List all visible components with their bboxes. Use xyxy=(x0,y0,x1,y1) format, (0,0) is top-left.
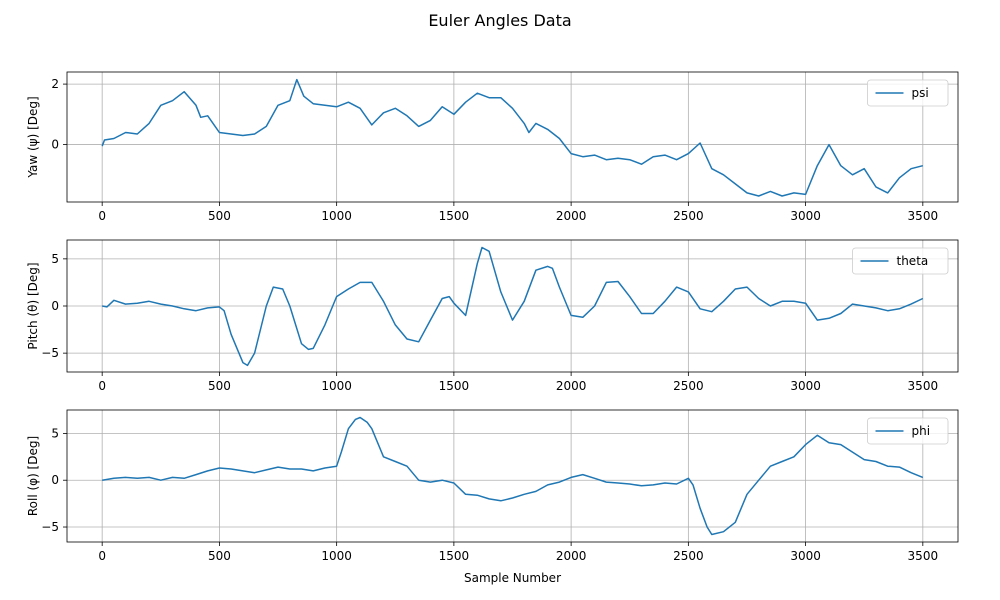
yaw-xtick-label-7: 3500 xyxy=(908,209,939,223)
pitch-ytick-label-1: 0 xyxy=(51,299,59,313)
yaw-ylabel: Yaw (ψ) [Deg] xyxy=(26,96,40,178)
roll-ylabel: Roll (φ) [Deg] xyxy=(26,436,40,516)
roll-subplot: 0 500 1000 1500 2000 2500 3000 3500 −5 0 5 Roll (φ)… xyxy=(26,409,959,585)
pitch-subplot: 0 500 1000 1500 2000 2500 3000 3500 −5 0 5 Pitch (θ… xyxy=(26,239,959,393)
roll-ytick-label-2: 5 xyxy=(51,426,59,440)
roll-xtick-label-2: 1000 xyxy=(321,549,352,563)
pitch-xtick-label-3: 1500 xyxy=(439,379,470,393)
roll-xtick-label-5: 2500 xyxy=(673,549,704,563)
yaw-ytick-label-0: 0 xyxy=(51,138,59,152)
pitch-xtick-label-6: 3000 xyxy=(790,379,821,393)
pitch-legend-box xyxy=(852,247,949,275)
yaw-subplot: 0 500 1000 1500 2000 2500 3000 3500 0 2 Yaw (ψ) [D… xyxy=(26,71,959,223)
yaw-xtick-label-2: 1000 xyxy=(321,209,352,223)
yaw-legend-box xyxy=(867,79,949,107)
pitch-legend-label: theta xyxy=(897,254,929,268)
yaw-xtick-label-3: 1500 xyxy=(439,209,470,223)
pitch-series-theta-line xyxy=(102,246,924,367)
roll-xtick-label-7: 3500 xyxy=(908,549,939,563)
pitch-ytick-label-2: 5 xyxy=(51,252,59,266)
pitch-ytick-label-0: −5 xyxy=(41,346,59,360)
roll-xtick-label-3: 1500 xyxy=(439,549,470,563)
roll-legend-label: phi xyxy=(912,424,931,438)
pitch-xtick-label-7: 3500 xyxy=(908,379,939,393)
roll-xtick-label-1: 500 xyxy=(208,549,231,563)
roll-xtick-label-6: 3000 xyxy=(790,549,821,563)
yaw-legend-label: psi xyxy=(912,86,929,100)
pitch-xtick-label-5: 2500 xyxy=(673,379,704,393)
roll-legend: phi xyxy=(867,417,949,445)
yaw-xtick-label-0: 0 xyxy=(98,209,106,223)
roll-axes-frame xyxy=(66,409,959,543)
pitch-xtick-label-0: 0 xyxy=(98,379,106,393)
yaw-legend: psi xyxy=(867,79,949,107)
pitch-legend: theta xyxy=(852,247,949,275)
roll-xlabel: Sample Number xyxy=(464,571,561,585)
roll-series-phi-line xyxy=(102,416,924,536)
pitch-xtick-label-1: 500 xyxy=(208,379,231,393)
pitch-ylabel: Pitch (θ) [Deg] xyxy=(26,262,40,349)
yaw-xtick-label-4: 2000 xyxy=(556,209,587,223)
yaw-axes-frame xyxy=(66,71,959,203)
roll-xtick-label-4: 2000 xyxy=(556,549,587,563)
yaw-series-psi-line xyxy=(101,78,923,197)
roll-ytick-label-0: −5 xyxy=(41,520,59,534)
pitch-xtick-label-4: 2000 xyxy=(556,379,587,393)
pitch-xtick-label-2: 1000 xyxy=(321,379,352,393)
yaw-xtick-label-5: 2500 xyxy=(673,209,704,223)
roll-xtick-label-0: 0 xyxy=(98,549,106,563)
yaw-xtick-label-1: 500 xyxy=(208,209,231,223)
roll-ytick-label-1: 0 xyxy=(51,473,59,487)
yaw-xtick-label-6: 3000 xyxy=(790,209,821,223)
yaw-ytick-label-1: 2 xyxy=(51,77,59,91)
figure-title: Euler Angles Data xyxy=(428,11,571,30)
roll-legend-box xyxy=(867,417,949,445)
